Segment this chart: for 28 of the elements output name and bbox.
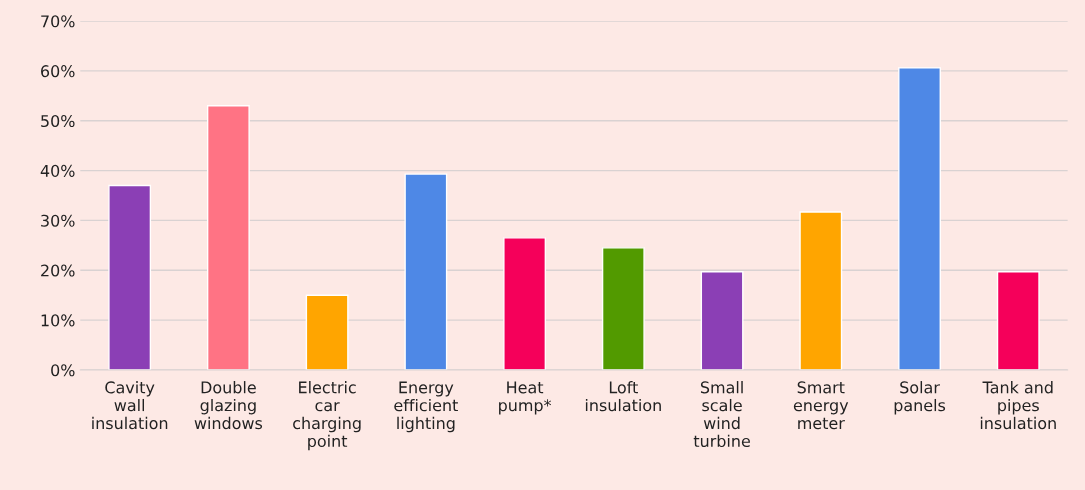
y-tick-label: 10% bbox=[41, 314, 75, 327]
bar bbox=[898, 67, 941, 370]
bar bbox=[206, 105, 250, 370]
x-tick-label: Smart energy meter bbox=[793, 381, 849, 430]
bar bbox=[404, 173, 448, 370]
x-tick-label: Loft insulation bbox=[585, 381, 661, 412]
bar bbox=[503, 237, 547, 370]
bar bbox=[305, 294, 349, 370]
y-tick-label: 60% bbox=[41, 65, 75, 78]
y-tick-label: 40% bbox=[40, 164, 75, 177]
bar bbox=[799, 211, 843, 370]
y-tick-label: 30% bbox=[41, 214, 75, 227]
x-tick-label: Electric car charging point bbox=[293, 381, 361, 451]
x-tick-label: Energy efficient lighting bbox=[394, 381, 458, 433]
bar bbox=[108, 184, 152, 370]
bar bbox=[700, 271, 744, 370]
y-tick-label: 50% bbox=[41, 114, 75, 128]
bar bbox=[601, 247, 645, 370]
x-tick-label: Cavity wall insulation bbox=[92, 381, 168, 430]
x-tick-label: Heat pump* bbox=[499, 381, 552, 415]
y-tick-label: 20% bbox=[41, 264, 75, 277]
x-tick-label: Double glazing windows bbox=[194, 381, 263, 430]
y-tick-label: 0% bbox=[51, 364, 75, 377]
x-tick-label: Solar panels bbox=[894, 381, 946, 415]
y-tick-label: 70% bbox=[41, 15, 75, 28]
x-tick-label: Small scale wind turbine bbox=[693, 381, 750, 448]
bar bbox=[996, 271, 1040, 370]
x-tick-label: Tank and pipes insulation bbox=[980, 381, 1056, 430]
